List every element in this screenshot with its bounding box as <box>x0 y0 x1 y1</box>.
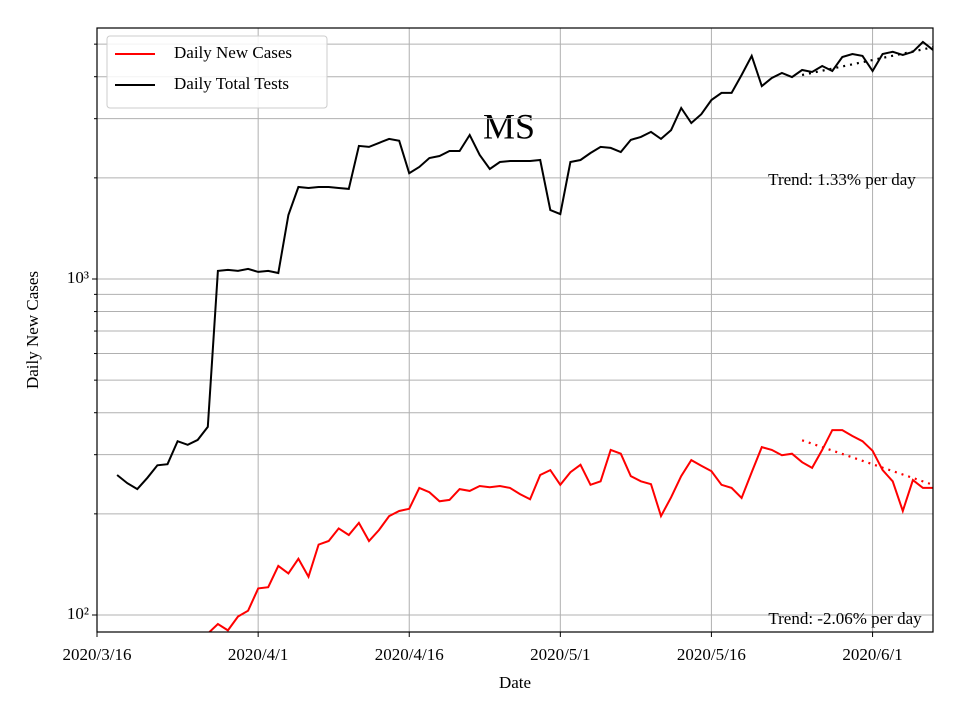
x-tick-label: 2020/4/1 <box>228 645 288 664</box>
trend-annotation: Trend: -2.06% per day <box>768 609 922 628</box>
trend-annotation: Trend: 1.33% per day <box>768 170 916 189</box>
y-tick-label: 10² <box>67 604 89 623</box>
series-line <box>116 40 933 491</box>
legend-box <box>106 35 328 109</box>
y-tick-label: 10³ <box>67 268 89 287</box>
x-tick-label: 2020/4/16 <box>375 645 444 664</box>
legend-label: Daily New Cases <box>174 43 292 62</box>
chart-title: MS <box>483 106 535 146</box>
x-axis-label: Date <box>499 673 531 692</box>
plot-area <box>116 40 933 632</box>
plot-frame <box>96 27 934 633</box>
x-tick-label: 2020/5/1 <box>530 645 590 664</box>
trend-line <box>801 46 933 77</box>
x-tick-label: 2020/5/16 <box>677 645 746 664</box>
x-tick-label: 2020/6/1 <box>842 645 902 664</box>
legend-label: Daily Total Tests <box>174 74 289 93</box>
x-tick-label: 2020/3/16 <box>63 645 132 664</box>
series-line <box>208 429 933 632</box>
y-axis-label: Daily New Cases <box>23 271 42 389</box>
